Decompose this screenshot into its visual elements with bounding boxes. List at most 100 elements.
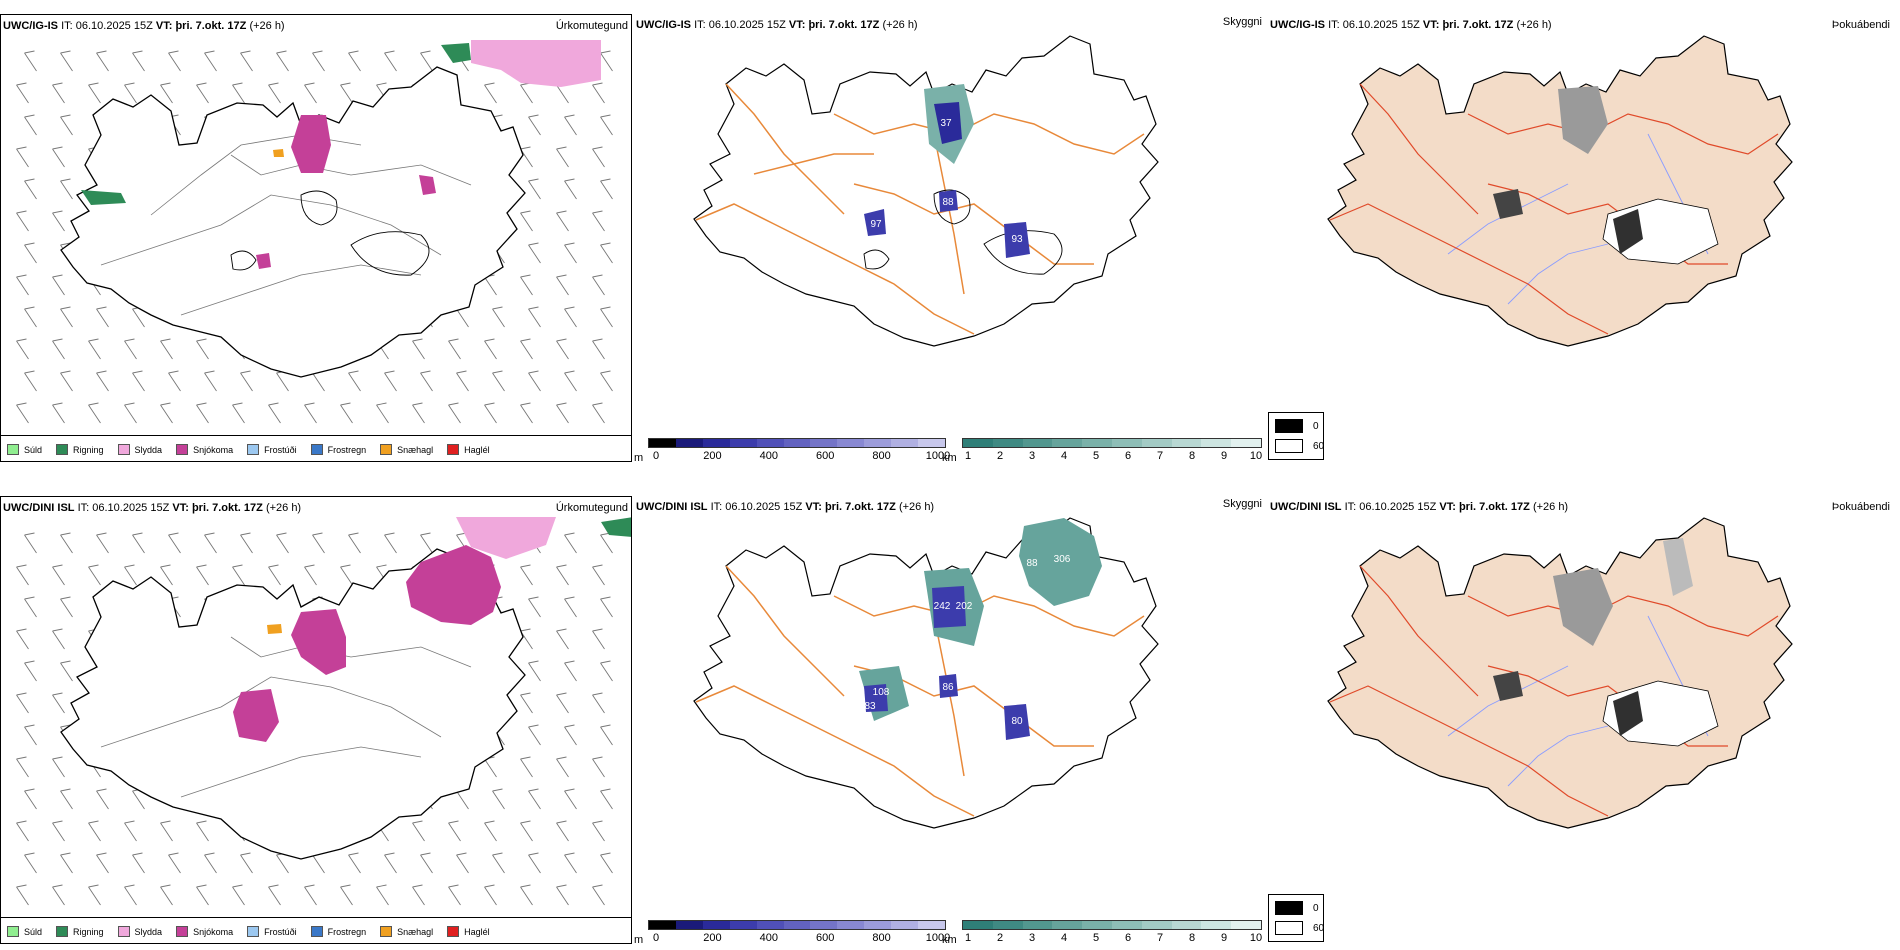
fog-area (1663, 538, 1693, 596)
colorbar-tick-label: 1 (964, 932, 972, 944)
precip-legend-item: Súld (7, 444, 42, 455)
colorbar-cell (1171, 921, 1202, 929)
wind-barb (564, 114, 577, 136)
wind-barb (204, 370, 217, 392)
wind-barb (52, 402, 65, 424)
wind-barb (528, 306, 541, 328)
wind-barb (16, 82, 29, 104)
snow-pellet-area (273, 149, 284, 157)
panel-variable-title: Þokuábendi (1831, 501, 1890, 513)
fog-area (1558, 86, 1608, 154)
wind-barb (88, 820, 101, 842)
panel-title: UWC/IG-IS IT: 06.10.2025 15Z VT: þri. 7.… (3, 20, 285, 32)
cloudbase-value-label: 37 (940, 118, 952, 129)
wind-barb (348, 852, 361, 874)
cloudbase-colorbar: m 0 200 400 600 800 1000 (634, 920, 950, 944)
snow-area (406, 545, 501, 625)
wind-barb (160, 82, 173, 104)
wind-barb (556, 274, 569, 296)
wind-barb (88, 402, 101, 424)
cloudbase-value-label: 306 (1054, 554, 1071, 565)
wind-barb (24, 596, 37, 618)
wind-barb (60, 114, 73, 136)
wind-barb (592, 564, 605, 586)
wind-barb (564, 724, 577, 746)
colorbar-cell (1022, 921, 1053, 929)
colorbar-cell (1111, 921, 1142, 929)
wind-barb (348, 532, 361, 554)
road-network (1329, 565, 1779, 817)
colorbar-cell (963, 921, 993, 929)
rain-area (601, 517, 631, 537)
colorbar-tick-label: 4 (1060, 450, 1068, 462)
wind-barb (600, 178, 613, 200)
precip-legend-item: Snæhagl (380, 444, 433, 455)
precip-legend-swatch (447, 444, 460, 455)
wind-barb (520, 338, 533, 360)
wind-barb (160, 338, 173, 360)
cloudbase-map: 306 88 242 202 108 83 86 80 (693, 517, 1159, 829)
wind-barb (384, 532, 397, 554)
snow-pellet-area (267, 624, 282, 634)
wind-barb (484, 884, 497, 906)
wind-barb (340, 564, 353, 586)
wind-barb (528, 370, 541, 392)
wind-barb (96, 370, 109, 392)
wind-barb (600, 242, 613, 264)
wind-barb (600, 788, 613, 810)
wind-barb (52, 274, 65, 296)
precip-legend-item: Haglél (447, 926, 490, 937)
wind-barb (16, 338, 29, 360)
wind-barb (348, 50, 361, 72)
precip-legend-item: Frostregn (310, 444, 366, 455)
wind-barb (528, 178, 541, 200)
precip-legend-item: Snæhagl (380, 926, 433, 937)
precip-legend-swatch (117, 926, 130, 937)
wind-barb (132, 50, 145, 72)
wind-barb (268, 402, 281, 424)
colorbar-cell (992, 439, 1023, 447)
precip-legend: Súld Rigning Slydda Snjókoma Frostúði Frostre… (1, 917, 631, 943)
colorbar-cell (675, 439, 703, 447)
precip-map (16, 517, 631, 906)
wind-barb (592, 82, 605, 104)
wind-barb (16, 692, 29, 714)
wind-barb (420, 50, 433, 72)
precip-legend-swatch (117, 444, 130, 455)
precip-legend-label: Súld (24, 444, 43, 455)
wind-barb (204, 852, 217, 874)
precip-legend-swatch (247, 926, 260, 937)
wind-barb (564, 852, 577, 874)
wind-barb (556, 692, 569, 714)
wind-barb (196, 338, 209, 360)
snow-area (291, 609, 346, 675)
wind-barb (448, 402, 461, 424)
sleet-area (456, 517, 556, 559)
iceland-land (1327, 35, 1793, 347)
wind-barb (232, 402, 245, 424)
fog-legend-swatch (1275, 921, 1303, 935)
wind-barb (196, 820, 209, 842)
wind-barb (24, 114, 37, 136)
wind-barb (556, 820, 569, 842)
wind-barb (52, 82, 65, 104)
colorbar-tick-label: 10 (1249, 932, 1263, 944)
wind-barb (312, 532, 325, 554)
wind-barb (160, 402, 173, 424)
wind-barb (600, 724, 613, 746)
colorbar-tick-label: 6 (1124, 932, 1132, 944)
wind-barb (456, 852, 469, 874)
wind-barb (276, 852, 289, 874)
wind-barb (556, 146, 569, 168)
precip-legend: Súld Rigning Slydda Snjókoma Frostúði Frostre… (1, 435, 631, 461)
fog-area (1553, 568, 1613, 646)
wind-barb (60, 178, 73, 200)
wind-barb (412, 884, 425, 906)
wind-barb (16, 274, 29, 296)
panel-variable-title: Þokuábendi (1831, 19, 1890, 31)
colorbar-cell (837, 439, 865, 447)
colorbar-cell (1052, 439, 1083, 447)
wind-barb (592, 756, 605, 778)
colorbar-cell (810, 921, 838, 929)
wind-barb (376, 884, 389, 906)
